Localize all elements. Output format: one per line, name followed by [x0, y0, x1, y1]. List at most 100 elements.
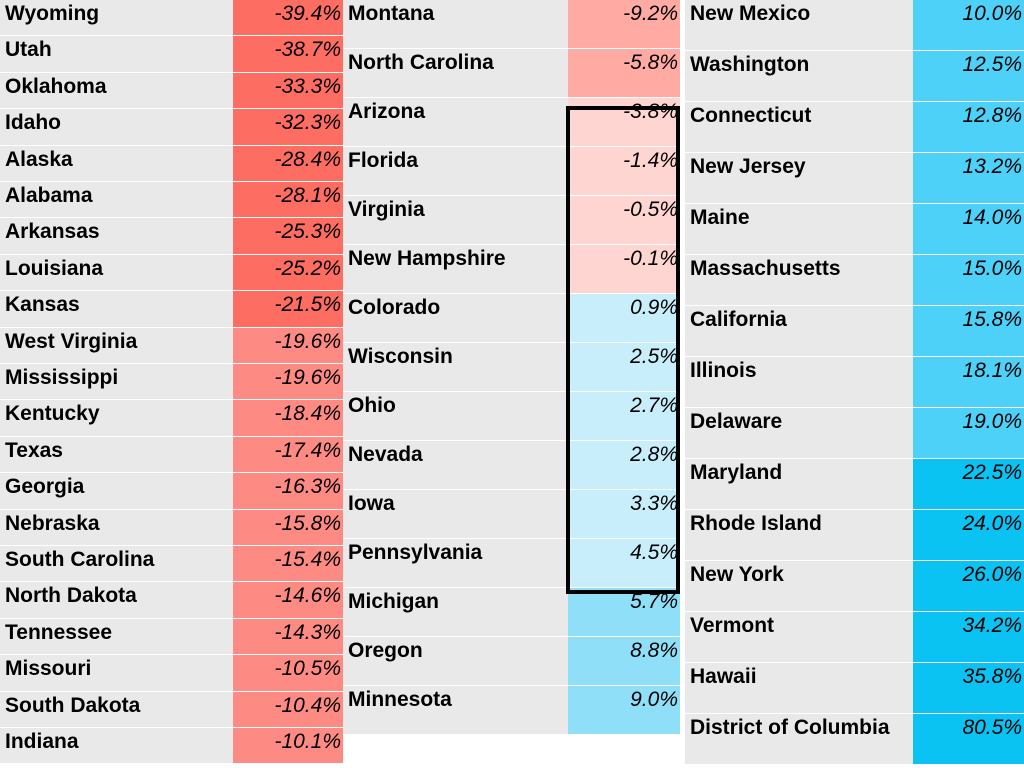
state-name: West Virginia [0, 327, 233, 363]
state-name: Washington [685, 51, 913, 101]
table-row-maryland: Maryland 22.5% [685, 459, 1024, 510]
state-name: Rhode Island [685, 510, 913, 560]
margin-value: -10.4% [233, 691, 343, 727]
state-name: South Carolina [0, 546, 233, 582]
margin-value: -25.3% [233, 218, 343, 254]
state-name: Iowa [343, 490, 568, 538]
table-row-indiana: Indiana -10.1% [0, 728, 343, 765]
margin-value: 0.9% [568, 294, 680, 342]
table-row-maine: Maine 14.0% [685, 204, 1024, 255]
margin-value: -10.5% [233, 655, 343, 691]
margin-value: -19.6% [233, 327, 343, 363]
table-row-rhode-island: Rhode Island 24.0% [685, 510, 1024, 561]
margin-value: 18.1% [913, 357, 1024, 407]
table-row-wisconsin: Wisconsin 2.5% [343, 343, 680, 392]
state-name: Kentucky [0, 400, 233, 436]
margin-value: 5.7% [568, 588, 680, 636]
margin-value: -5.8% [568, 49, 680, 97]
table-row-alabama: Alabama -28.1% [0, 182, 343, 219]
margin-value: 19.0% [913, 408, 1024, 458]
state-name: Alaska [0, 145, 233, 181]
column-middle: Montana -9.2% North Carolina -5.8% Arizona -3… [343, 0, 680, 768]
state-name: Tennessee [0, 618, 233, 655]
margin-value: 2.7% [568, 392, 680, 440]
table-row-louisiana: Louisiana -25.2% [0, 254, 343, 292]
table-row-new-york: New York 26.0% [685, 561, 1024, 612]
state-name: Massachusetts [685, 255, 913, 305]
state-name: Montana [343, 0, 568, 48]
table-row-oregon: Oregon 8.8% [343, 637, 680, 686]
state-name: New Mexico [685, 0, 913, 50]
state-name: Oklahoma [0, 72, 233, 109]
table-row-delaware: Delaware 19.0% [685, 408, 1024, 459]
table-row-south-dakota: South Dakota -10.4% [0, 691, 343, 728]
table-row-iowa: Iowa 3.3% [343, 490, 680, 539]
table-row-alaska: Alaska -28.4% [0, 145, 343, 182]
margin-value: -10.1% [233, 728, 343, 764]
margin-value: -18.4% [233, 400, 343, 436]
state-name: Vermont [685, 612, 913, 662]
state-name: District of Columbia [685, 714, 913, 764]
table-row-utah: Utah -38.7% [0, 36, 343, 73]
margin-value: 3.3% [568, 490, 680, 538]
state-name: Georgia [0, 473, 233, 509]
margin-value: -14.3% [233, 618, 343, 655]
margin-value: 2.8% [568, 441, 680, 489]
table-row-wyoming: Wyoming -39.4% [0, 0, 343, 37]
state-name: Louisiana [0, 254, 233, 291]
margin-value: 10.0% [913, 0, 1024, 50]
state-name: Wyoming [0, 0, 233, 36]
table-row-west-virginia: West Virginia -19.6% [0, 327, 343, 364]
table-row-tennessee: Tennessee -14.3% [0, 618, 343, 656]
margin-value: 8.8% [568, 637, 680, 685]
table-row-arizona: Arizona -3.8% [343, 98, 680, 147]
column-blue: New Mexico 10.0% Washington 12.5% Connecticu… [685, 0, 1024, 768]
state-name: Arizona [343, 98, 568, 146]
state-name: Indiana [0, 728, 233, 764]
margin-value: -38.7% [233, 36, 343, 72]
margin-value: 80.5% [913, 714, 1024, 764]
state-name: Idaho [0, 109, 233, 145]
table-row-minnesota: Minnesota 9.0% [343, 686, 680, 735]
state-name: Wisconsin [343, 343, 568, 391]
state-name: Connecticut [685, 102, 913, 152]
state-name: Michigan [343, 588, 568, 636]
state-name: Nebraska [0, 509, 233, 545]
state-name: Alabama [0, 182, 233, 218]
table-row-georgia: Georgia -16.3% [0, 473, 343, 510]
state-name: New York [685, 561, 913, 611]
table-row-arkansas: Arkansas -25.3% [0, 218, 343, 255]
table-row-idaho: Idaho -32.3% [0, 109, 343, 146]
margin-value: 4.5% [568, 539, 680, 587]
state-name: California [685, 306, 913, 356]
state-name: New Jersey [685, 153, 913, 203]
margin-value: 26.0% [913, 561, 1024, 611]
state-name: Minnesota [343, 686, 568, 734]
table-row-district-of-columbia: District of Columbia 80.5% [685, 714, 1024, 765]
margin-value: -0.5% [568, 196, 680, 244]
state-name: Missouri [0, 655, 233, 691]
margin-value: 12.5% [913, 51, 1024, 101]
state-name: Utah [0, 36, 233, 72]
margin-value: -32.3% [233, 109, 343, 145]
margin-value: -28.4% [233, 145, 343, 181]
table-row-massachusetts: Massachusetts 15.0% [685, 255, 1024, 306]
table-row-ohio: Ohio 2.7% [343, 392, 680, 441]
margin-value: 13.2% [913, 153, 1024, 203]
margin-value: 9.0% [568, 686, 680, 734]
state-name: Virginia [343, 196, 568, 244]
table-row-virginia: Virginia -0.5% [343, 196, 680, 245]
table-row-florida: Florida -1.4% [343, 147, 680, 196]
table-row-vermont: Vermont 34.2% [685, 612, 1024, 663]
state-name: Kansas [0, 291, 233, 327]
column-red: Wyoming -39.4% Utah -38.7% Oklahoma -33.3% Ida… [0, 0, 343, 768]
margin-value: -14.6% [233, 582, 343, 618]
table-row-missouri: Missouri -10.5% [0, 655, 343, 692]
state-name: Ohio [343, 392, 568, 440]
margin-value: 34.2% [913, 612, 1024, 662]
margin-value: 35.8% [913, 663, 1024, 713]
table-row-mississippi: Mississippi -19.6% [0, 364, 343, 401]
margin-value: -28.1% [233, 182, 343, 218]
state-name: New Hampshire [343, 245, 568, 293]
table-row-texas: Texas -17.4% [0, 436, 343, 474]
